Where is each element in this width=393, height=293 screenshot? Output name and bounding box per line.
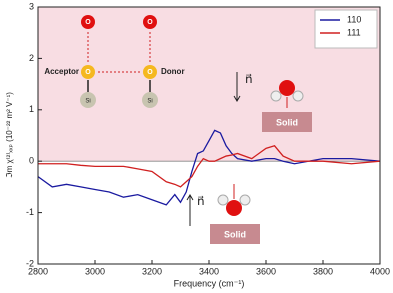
x-tick-label: 3600: [256, 266, 276, 276]
atom-label: O: [85, 19, 91, 26]
atom: [81, 15, 95, 29]
atom: [270, 90, 282, 102]
x-tick-label: 3400: [199, 266, 219, 276]
y-tick-label: 0: [29, 156, 34, 166]
arrowhead: [186, 194, 194, 201]
annotation: Solid: [224, 229, 246, 239]
y-tick-label: 2: [29, 53, 34, 63]
atom-label: Si: [147, 99, 152, 105]
atom: [292, 90, 304, 102]
arrowhead: [233, 95, 241, 102]
y-tick-label: -1: [26, 207, 34, 217]
x-tick-label: 3800: [313, 266, 333, 276]
legend-label: 111: [347, 27, 361, 37]
x-axis-label: Frequency (cm⁻¹): [174, 278, 245, 288]
atom: [217, 194, 229, 206]
atom: [143, 15, 157, 29]
annotation: Solid: [276, 117, 298, 127]
atom-label: O: [147, 69, 153, 76]
atom-label: Si: [85, 99, 90, 105]
atom: [142, 92, 158, 108]
series-line: [38, 145, 381, 188]
series-line: [37, 129, 381, 206]
atom-label: O: [147, 19, 153, 26]
atom: [226, 200, 242, 216]
y-tick-label: 3: [29, 1, 34, 11]
annotation: n⃗: [197, 194, 205, 208]
x-tick-label: 4000: [370, 266, 390, 276]
substrate: [262, 112, 312, 132]
atom: [279, 80, 295, 96]
legend-label: 110: [347, 14, 361, 24]
x-tick-label: 3000: [85, 266, 105, 276]
atom-label: O: [85, 69, 91, 76]
y-axis-label: ℑm χ⁽²⁾ₓₓₚ (10⁻²² m² V⁻¹): [5, 92, 14, 178]
x-tick-label: 3200: [142, 266, 162, 276]
atom: [80, 92, 96, 108]
annotation: Donor: [161, 67, 185, 76]
annotation: n⃗: [245, 72, 253, 86]
diagram: O O O O Si Si Acceptor Donor n⃗ Solid n⃗…: [44, 15, 312, 244]
atom: [239, 194, 251, 206]
atom: [143, 65, 157, 79]
x-tick-label: 2800: [28, 266, 48, 276]
line-layer: [37, 129, 381, 206]
annotation: Acceptor: [44, 67, 79, 76]
substrate: [210, 224, 260, 244]
legend-box: [314, 9, 378, 49]
y-tick-label: -2: [26, 258, 34, 268]
atom: [81, 65, 95, 79]
y-tick-label: 1: [29, 104, 34, 114]
